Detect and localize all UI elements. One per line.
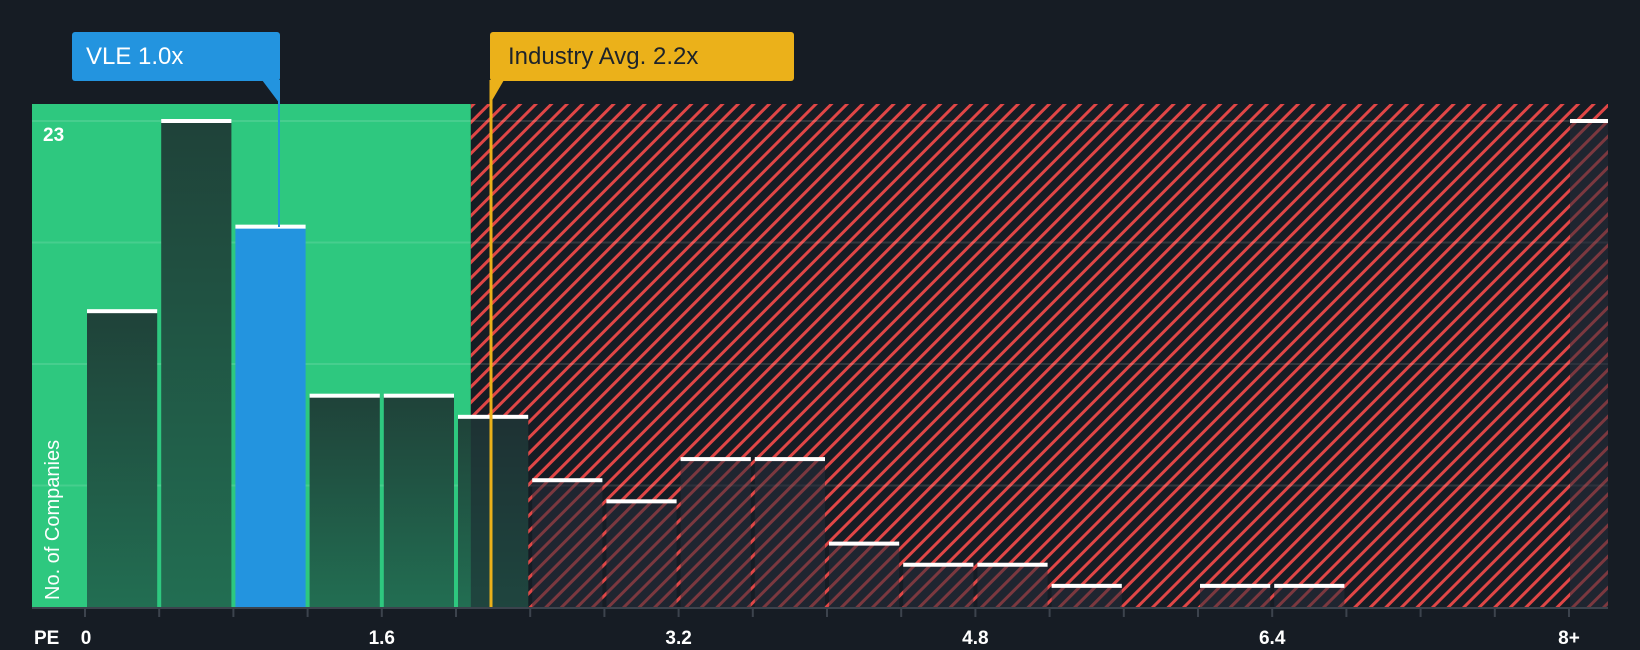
histogram-bar [829, 541, 900, 607]
x-axis [32, 607, 1608, 617]
bar-cap [1570, 119, 1608, 123]
histogram-bar [235, 224, 306, 608]
marker-lines [262, 80, 504, 607]
bar-cap [977, 562, 1048, 567]
histogram-bar [977, 562, 1048, 607]
x-tick-label: 3.2 [665, 628, 692, 649]
histogram-bar [903, 562, 974, 607]
histogram-bar [309, 393, 380, 607]
bar-cap [532, 478, 603, 483]
x-tick-label: 1.6 [368, 628, 396, 649]
bar-cap [606, 499, 677, 504]
bar-cap [383, 393, 454, 398]
y-axis-title: No. of Companies [42, 439, 64, 600]
industry-callout-pointer [490, 80, 504, 104]
bar-cap [309, 393, 380, 398]
bar-cap [680, 457, 751, 462]
company-pe-callout: VLE 1.0x [72, 32, 280, 81]
histogram-bar [606, 499, 677, 607]
histogram-bars [87, 119, 1608, 608]
industry-avg-label: Industry Avg. 2.2x [508, 43, 699, 70]
x-tick-label: 4.8 [962, 628, 989, 649]
x-tick-label: 0 [80, 628, 92, 649]
bar-cap [87, 309, 158, 314]
histogram-bar [161, 119, 232, 607]
bar-cap [1051, 583, 1122, 588]
company-callout-pointer [262, 80, 280, 104]
histogram-bar [680, 457, 751, 607]
bar-cap [903, 562, 974, 567]
histogram-bar [87, 309, 158, 607]
y-max-tick: 23 [43, 125, 65, 146]
bar-cap [1274, 583, 1345, 588]
bar-cap [829, 541, 900, 546]
bar-cap [1200, 583, 1271, 588]
histogram-bar [1200, 583, 1271, 607]
histogram-bar [532, 478, 603, 607]
x-tick-label: 6.4 [1258, 628, 1286, 649]
bar-cap [458, 414, 529, 419]
company-pe-label: VLE 1.0x [86, 43, 184, 70]
x-axis-title: PE [34, 628, 60, 649]
histogram-bar [754, 457, 825, 607]
histogram-bar [1051, 583, 1122, 607]
histogram-bar [1570, 119, 1608, 607]
bar-cap [754, 457, 825, 462]
histogram-bar [458, 414, 529, 607]
industry-avg-callout: Industry Avg. 2.2x [490, 32, 794, 81]
bar-cap [161, 119, 232, 123]
histogram-bar [383, 393, 454, 607]
bar-cap [235, 224, 306, 229]
x-tick-label: 8+ [1558, 628, 1580, 649]
histogram-bar [1274, 583, 1345, 607]
